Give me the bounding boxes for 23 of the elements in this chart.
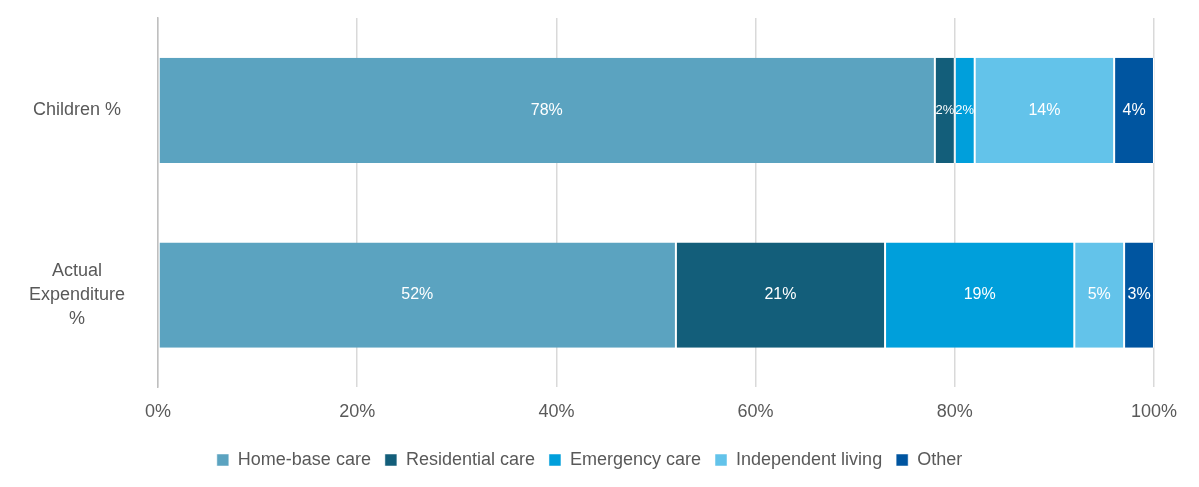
data-label: 19%	[963, 285, 996, 303]
data-label: 5%	[1087, 285, 1111, 303]
data-label: 2%	[935, 101, 955, 117]
data-label: 52%	[401, 285, 434, 303]
data-label: 2%	[955, 101, 975, 117]
x-tick-label: 40%	[538, 401, 575, 422]
y-tick-label: Children %	[32, 99, 122, 120]
y-tick-label: Actual Expenditure %	[28, 260, 126, 329]
x-tick-label: 100%	[1130, 401, 1177, 422]
legend-label: Residential care	[405, 448, 535, 469]
x-tick-label: 0%	[144, 401, 172, 422]
data-label: 78%	[530, 100, 563, 118]
data-label: 14%	[1028, 100, 1061, 118]
data-label: 21%	[764, 285, 797, 303]
legend-label: Independent living	[736, 448, 883, 469]
x-tick-label: 60%	[737, 401, 774, 422]
x-tick-label: 20%	[339, 401, 376, 422]
legend-label: Home-base care	[237, 448, 371, 469]
data-label: 4%	[1122, 100, 1146, 118]
data-label: 3%	[1127, 285, 1151, 303]
legend-label: Other	[917, 448, 963, 469]
x-tick-label: 80%	[936, 401, 973, 422]
legend-label: Emergency care	[569, 448, 702, 469]
